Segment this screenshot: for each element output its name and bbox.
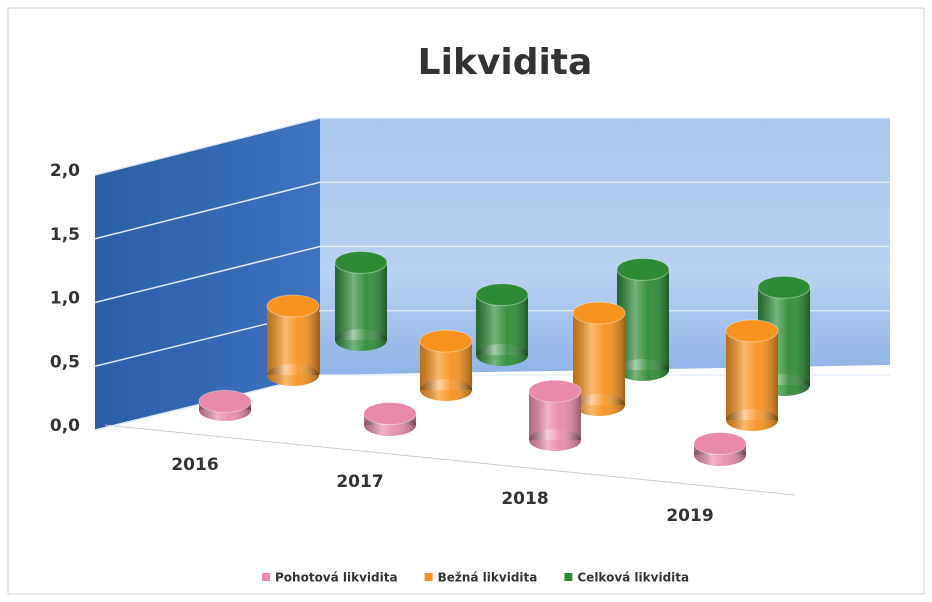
y-tick-label: 0,5 (50, 352, 80, 372)
cylinder (419, 329, 473, 401)
cylinder-bottom-shade (529, 429, 581, 451)
cylinder-shade (267, 306, 319, 375)
cylinder-bottom-shade (267, 364, 319, 386)
legend-label: Celková likvidita (577, 571, 689, 585)
cylinder-top (419, 329, 473, 353)
cylinder-top (198, 389, 252, 413)
cylinder-top (757, 275, 811, 299)
cylinder-bottom-shade (726, 409, 778, 431)
y-tick-label: 1,0 (50, 289, 80, 309)
cylinder (572, 301, 626, 416)
y-tick-label: 0,0 (50, 416, 80, 436)
chart-title: Likvidita (418, 42, 593, 83)
cylinder-top (616, 257, 670, 281)
cylinder (616, 257, 670, 381)
cylinder-top (266, 294, 320, 318)
legend-label: Pohotová likvidita (275, 571, 398, 585)
cylinder (725, 319, 779, 431)
cylinder (693, 432, 747, 466)
cylinder (198, 389, 252, 421)
legend-swatch (424, 573, 433, 581)
cylinder-bottom-shade (617, 359, 669, 381)
grid-line (94, 117, 321, 176)
cylinder-shade (726, 330, 778, 420)
cylinder (266, 294, 320, 386)
grid-line (94, 245, 321, 304)
cylinder-top (528, 379, 582, 403)
cylinder-top (725, 319, 779, 343)
cylinder-bottom-shade (335, 329, 387, 351)
y-tick-label: 2,0 (50, 161, 80, 181)
legend-swatch (262, 573, 270, 581)
cylinder (363, 402, 417, 436)
cylinder (528, 379, 582, 451)
x-tick-label: 2016 (171, 455, 218, 475)
grid-line (94, 181, 321, 240)
cylinder-bottom-shade (420, 379, 472, 401)
cylinder-shade (573, 313, 625, 405)
floor-line (104, 424, 796, 496)
cylinder-shade (335, 262, 387, 340)
cylinder (334, 250, 388, 351)
cylinder-bottom-shade (476, 344, 528, 366)
cylinder-top (334, 250, 388, 274)
legend-swatch (564, 573, 573, 581)
legend-label: Bežná likvidita (438, 571, 538, 585)
x-tick-label: 2019 (666, 506, 713, 526)
cylinder-top (572, 301, 626, 325)
cylinder-top (363, 402, 417, 425)
cylinder-top (475, 283, 529, 307)
cylinder-bottom-shade (573, 394, 625, 416)
x-tick-label: 2018 (501, 489, 548, 509)
cylinder-shade (617, 269, 669, 370)
y-tick-label: 1,5 (50, 225, 80, 245)
cylinder (475, 283, 529, 366)
cylinder-top (693, 432, 747, 455)
x-tick-label: 2017 (336, 472, 383, 492)
